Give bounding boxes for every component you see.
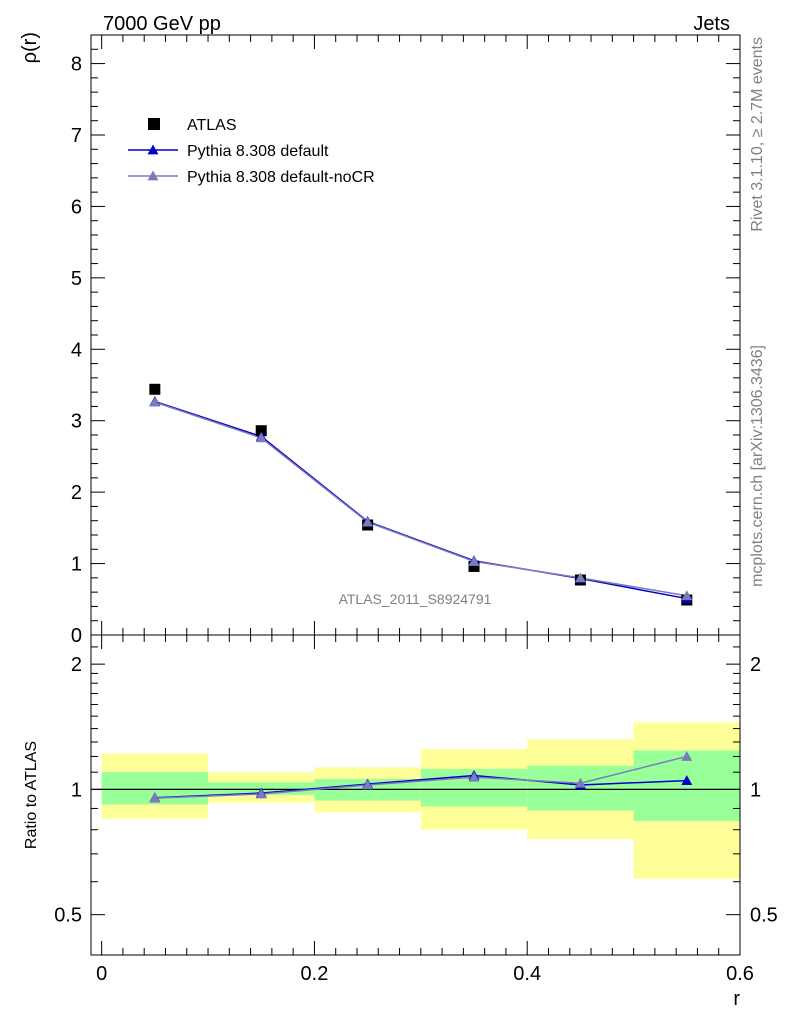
main-y-tick-label: 5 [71,268,82,290]
ratio-y-tick-label-right: 2 [750,654,761,676]
pythia-marker [362,516,374,527]
pythia-marker [149,396,161,407]
legend-label: ATLAS [187,117,237,134]
ratio-y-tick-label: 2 [71,654,82,676]
ratio-y-tick-label: 1 [71,779,82,801]
main-y-tick-label: 4 [71,339,82,361]
main-ylabel: ρ(r) [19,32,41,63]
mcplots-text: mcplots.cern.ch [arXiv:1306.3436] [749,345,766,587]
legend: ATLAS Pythia 8.308 default Pythia 8.308 de… [128,117,375,186]
atlas-data-point [255,425,267,437]
main-series-line [154,401,687,597]
main-y-tick-label: 6 [71,196,82,218]
x-tick-label: 0.6 [726,963,754,985]
pythia-marker [468,555,480,566]
ratio-uncertainty-bands [91,722,740,879]
ratio-y-tick-label-right: 0.5 [750,905,778,927]
stat-uncertainty-band [633,750,740,821]
x-tick-label: 0.4 [513,963,541,985]
legend-marker-square [148,118,160,130]
legend-marker-triangle [147,170,159,181]
x-axis-label: r [733,988,740,1010]
ratio-marker [149,792,161,803]
ratio-marker [681,775,693,785]
pythia-marker [681,590,693,601]
ratio-frame [90,634,741,956]
atlas-data-point [149,383,161,395]
ratio-marker [574,777,586,788]
main-plot-panel: ATLAS_2011_S8924791 0 1 2 3 4 5 6 7 8 ATLAS Pythi… [71,34,741,647]
rivet-version-text: Rivet 3.1.10, ≥ 2.7M events [749,37,766,232]
ratio-series-group [149,750,693,803]
main-y-tick-label: 8 [71,54,82,76]
legend-marker-triangle [147,144,159,155]
main-series-line [154,400,687,600]
header-right-title: Jets [693,13,730,35]
ratio-y-tick-label-right: 1 [750,779,761,801]
legend-label: Pythia 8.308 default-noCR [187,169,375,186]
pythia-marker [574,572,586,583]
ratio-marker [255,788,267,799]
ratio-y-tick-label: 0.5 [54,905,82,927]
main-y-tick-label: 7 [71,125,82,147]
main-y-tick-label: 1 [71,554,82,576]
ratio-marker [468,771,480,782]
main-y-tick-label: 3 [71,411,82,433]
header-left-title: 7000 GeV pp [103,13,221,35]
main-y-tick-label: 2 [71,482,82,504]
ratio-ylabel: Ratio to ATLAS [23,741,40,849]
analysis-watermark: ATLAS_2011_S8924791 [339,591,492,607]
legend-label: Pythia 8.308 default [187,143,329,160]
main-axis-ticks: 0 1 2 3 4 5 6 7 8 [71,35,741,647]
ratio-plot-panel: 0.5 0.5 1 1 2 2 0 0.2 0.4 0.6 [54,634,778,985]
ratio-marker [362,779,374,790]
ratio-series-line [154,755,687,799]
main-series-group [149,383,693,606]
ratio-marker [681,750,693,761]
x-tick-label: 0 [96,963,107,985]
atlas-data-point [468,560,480,572]
ratio-axis-ticks: 0.5 0.5 1 1 2 2 0 0.2 0.4 0.6 [54,635,778,985]
main-y-tick-label: 0 [71,625,82,647]
ratio-series-line [154,774,687,799]
pythia-marker [255,432,267,443]
x-tick-label: 0.2 [301,963,329,985]
